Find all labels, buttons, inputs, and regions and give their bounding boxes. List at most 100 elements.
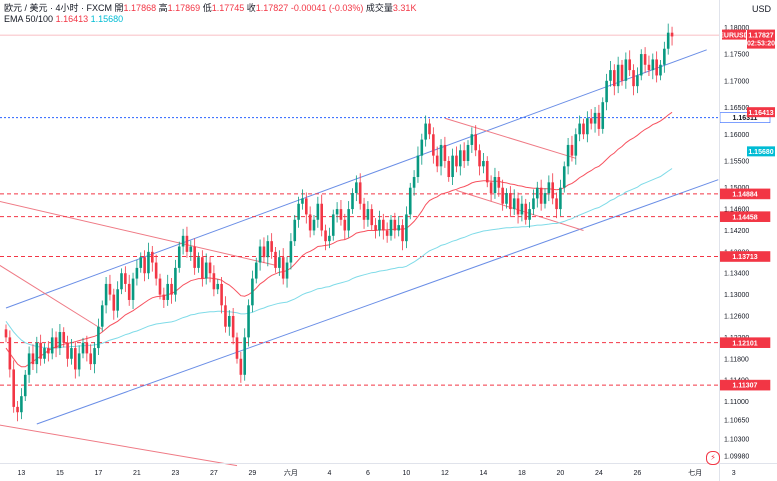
candle-body xyxy=(31,353,35,365)
y-tick-label: 1.10650 xyxy=(724,418,749,425)
candle-body xyxy=(474,134,477,151)
candle-body xyxy=(547,182,551,194)
candle-body xyxy=(485,160,489,183)
candle-body xyxy=(420,139,424,156)
y-tick-label: 1.17500 xyxy=(724,52,749,59)
bolt-icon[interactable]: ⚡ xyxy=(706,451,720,465)
candle-body xyxy=(401,225,404,242)
candle-body xyxy=(335,209,339,215)
candle-body xyxy=(112,294,116,311)
ohlc-row: 欧元 / 美元 · 4小时 · FXCM 開1.17868 高1.17869 低… xyxy=(4,3,416,14)
candle-body xyxy=(131,278,135,300)
candle-body xyxy=(43,348,46,359)
open-label: 開 xyxy=(114,3,124,13)
y-tick-label: 1.17000 xyxy=(724,78,749,85)
volume-value: 3.31K xyxy=(392,3,417,13)
y-tick-label: 1.14600 xyxy=(724,207,749,214)
candle-body xyxy=(185,235,189,252)
ema-row[interactable]: EMA 50/100 1.16413 1.15680 xyxy=(4,14,416,25)
candle-body xyxy=(135,267,139,279)
candle-body xyxy=(562,166,566,188)
candle-body xyxy=(455,155,458,167)
level-price-tag xyxy=(719,251,771,262)
ema-price-tag-text: 1.16413 xyxy=(748,110,773,117)
candle-body xyxy=(393,219,397,231)
candle-body xyxy=(466,144,470,161)
trendline-left-fan-1 xyxy=(0,264,103,330)
candle-body xyxy=(362,203,366,220)
ema-slow-value: 1.15680 xyxy=(90,14,124,24)
candle-body xyxy=(297,203,300,220)
candle-body xyxy=(512,198,516,210)
candle-body xyxy=(520,203,524,215)
x-tick-label: 18 xyxy=(518,470,526,477)
ema-fast-value: 1.16413 xyxy=(55,14,89,24)
candle-body xyxy=(316,203,320,220)
candle-body xyxy=(224,305,227,327)
candle-body xyxy=(251,278,254,306)
open-value: 1.17868 xyxy=(123,3,157,13)
y-tick-label: 1.16500 xyxy=(724,105,749,112)
y-tick-label: 1.10300 xyxy=(724,436,749,443)
y-tick-label: 1.13000 xyxy=(724,292,749,299)
candle-body xyxy=(39,342,42,359)
candle-body xyxy=(285,262,289,279)
low-value: 1.17745 xyxy=(211,3,245,13)
chart-legend: 欧元 / 美元 · 4小时 · FXCM 開1.17868 高1.17869 低… xyxy=(4,3,416,25)
candle-body xyxy=(447,160,451,178)
candle-body xyxy=(201,257,204,279)
candle-body xyxy=(189,246,193,252)
level-price-tag-text: 1.14458 xyxy=(732,214,757,221)
candle-body xyxy=(374,225,377,231)
candle-body xyxy=(58,332,62,349)
candle-body xyxy=(331,214,335,236)
currency-label[interactable]: USD xyxy=(751,4,771,14)
y-tick-label: 1.15500 xyxy=(724,158,749,165)
candle-body xyxy=(628,59,631,71)
candle-body xyxy=(624,59,628,81)
symbol-label[interactable]: 欧元 / 美元 · 4小时 · FXCM xyxy=(4,3,113,13)
candle-body xyxy=(258,246,262,263)
candle-body xyxy=(151,251,154,263)
candle-body xyxy=(347,209,350,231)
candle-body xyxy=(239,358,243,375)
candle-body xyxy=(593,112,597,124)
candle-body xyxy=(193,246,196,268)
candle-body xyxy=(278,257,281,268)
close-label: 收 xyxy=(246,3,256,13)
candle-body xyxy=(424,123,427,140)
low-label: 低 xyxy=(202,3,212,13)
candle-body xyxy=(632,70,635,87)
x-tick-label: 15 xyxy=(56,470,64,477)
candle-body xyxy=(301,198,304,204)
candle-body xyxy=(174,267,177,295)
candle-body xyxy=(385,230,389,236)
x-tick-label: 17 xyxy=(95,470,103,477)
candle-body xyxy=(539,187,543,204)
trendline-channel-lower xyxy=(36,179,719,425)
candle-body xyxy=(308,214,312,231)
candle-body xyxy=(370,209,374,226)
ema-slow-line xyxy=(5,168,673,349)
candle-body xyxy=(305,198,308,215)
candle-body xyxy=(143,257,146,274)
candle-body xyxy=(536,187,539,199)
y-tick-label: 1.11800 xyxy=(724,356,749,363)
candle-body xyxy=(147,251,150,274)
candle-body xyxy=(589,118,593,124)
candle-body xyxy=(116,289,119,311)
high-label: 高 xyxy=(158,3,168,13)
candle-body xyxy=(574,134,578,156)
candle-body xyxy=(462,150,466,161)
x-tick-label: 4 xyxy=(327,470,331,477)
candle-body xyxy=(647,64,651,71)
x-tick-label: 六月 xyxy=(284,468,298,477)
y-tick-label: 1.12600 xyxy=(724,314,749,321)
x-tick-label: 20 xyxy=(557,470,565,477)
x-tick-label: 23 xyxy=(172,470,180,477)
candle-body xyxy=(62,332,66,343)
candle-body xyxy=(435,155,439,167)
trendline-flag-lower xyxy=(456,189,584,231)
